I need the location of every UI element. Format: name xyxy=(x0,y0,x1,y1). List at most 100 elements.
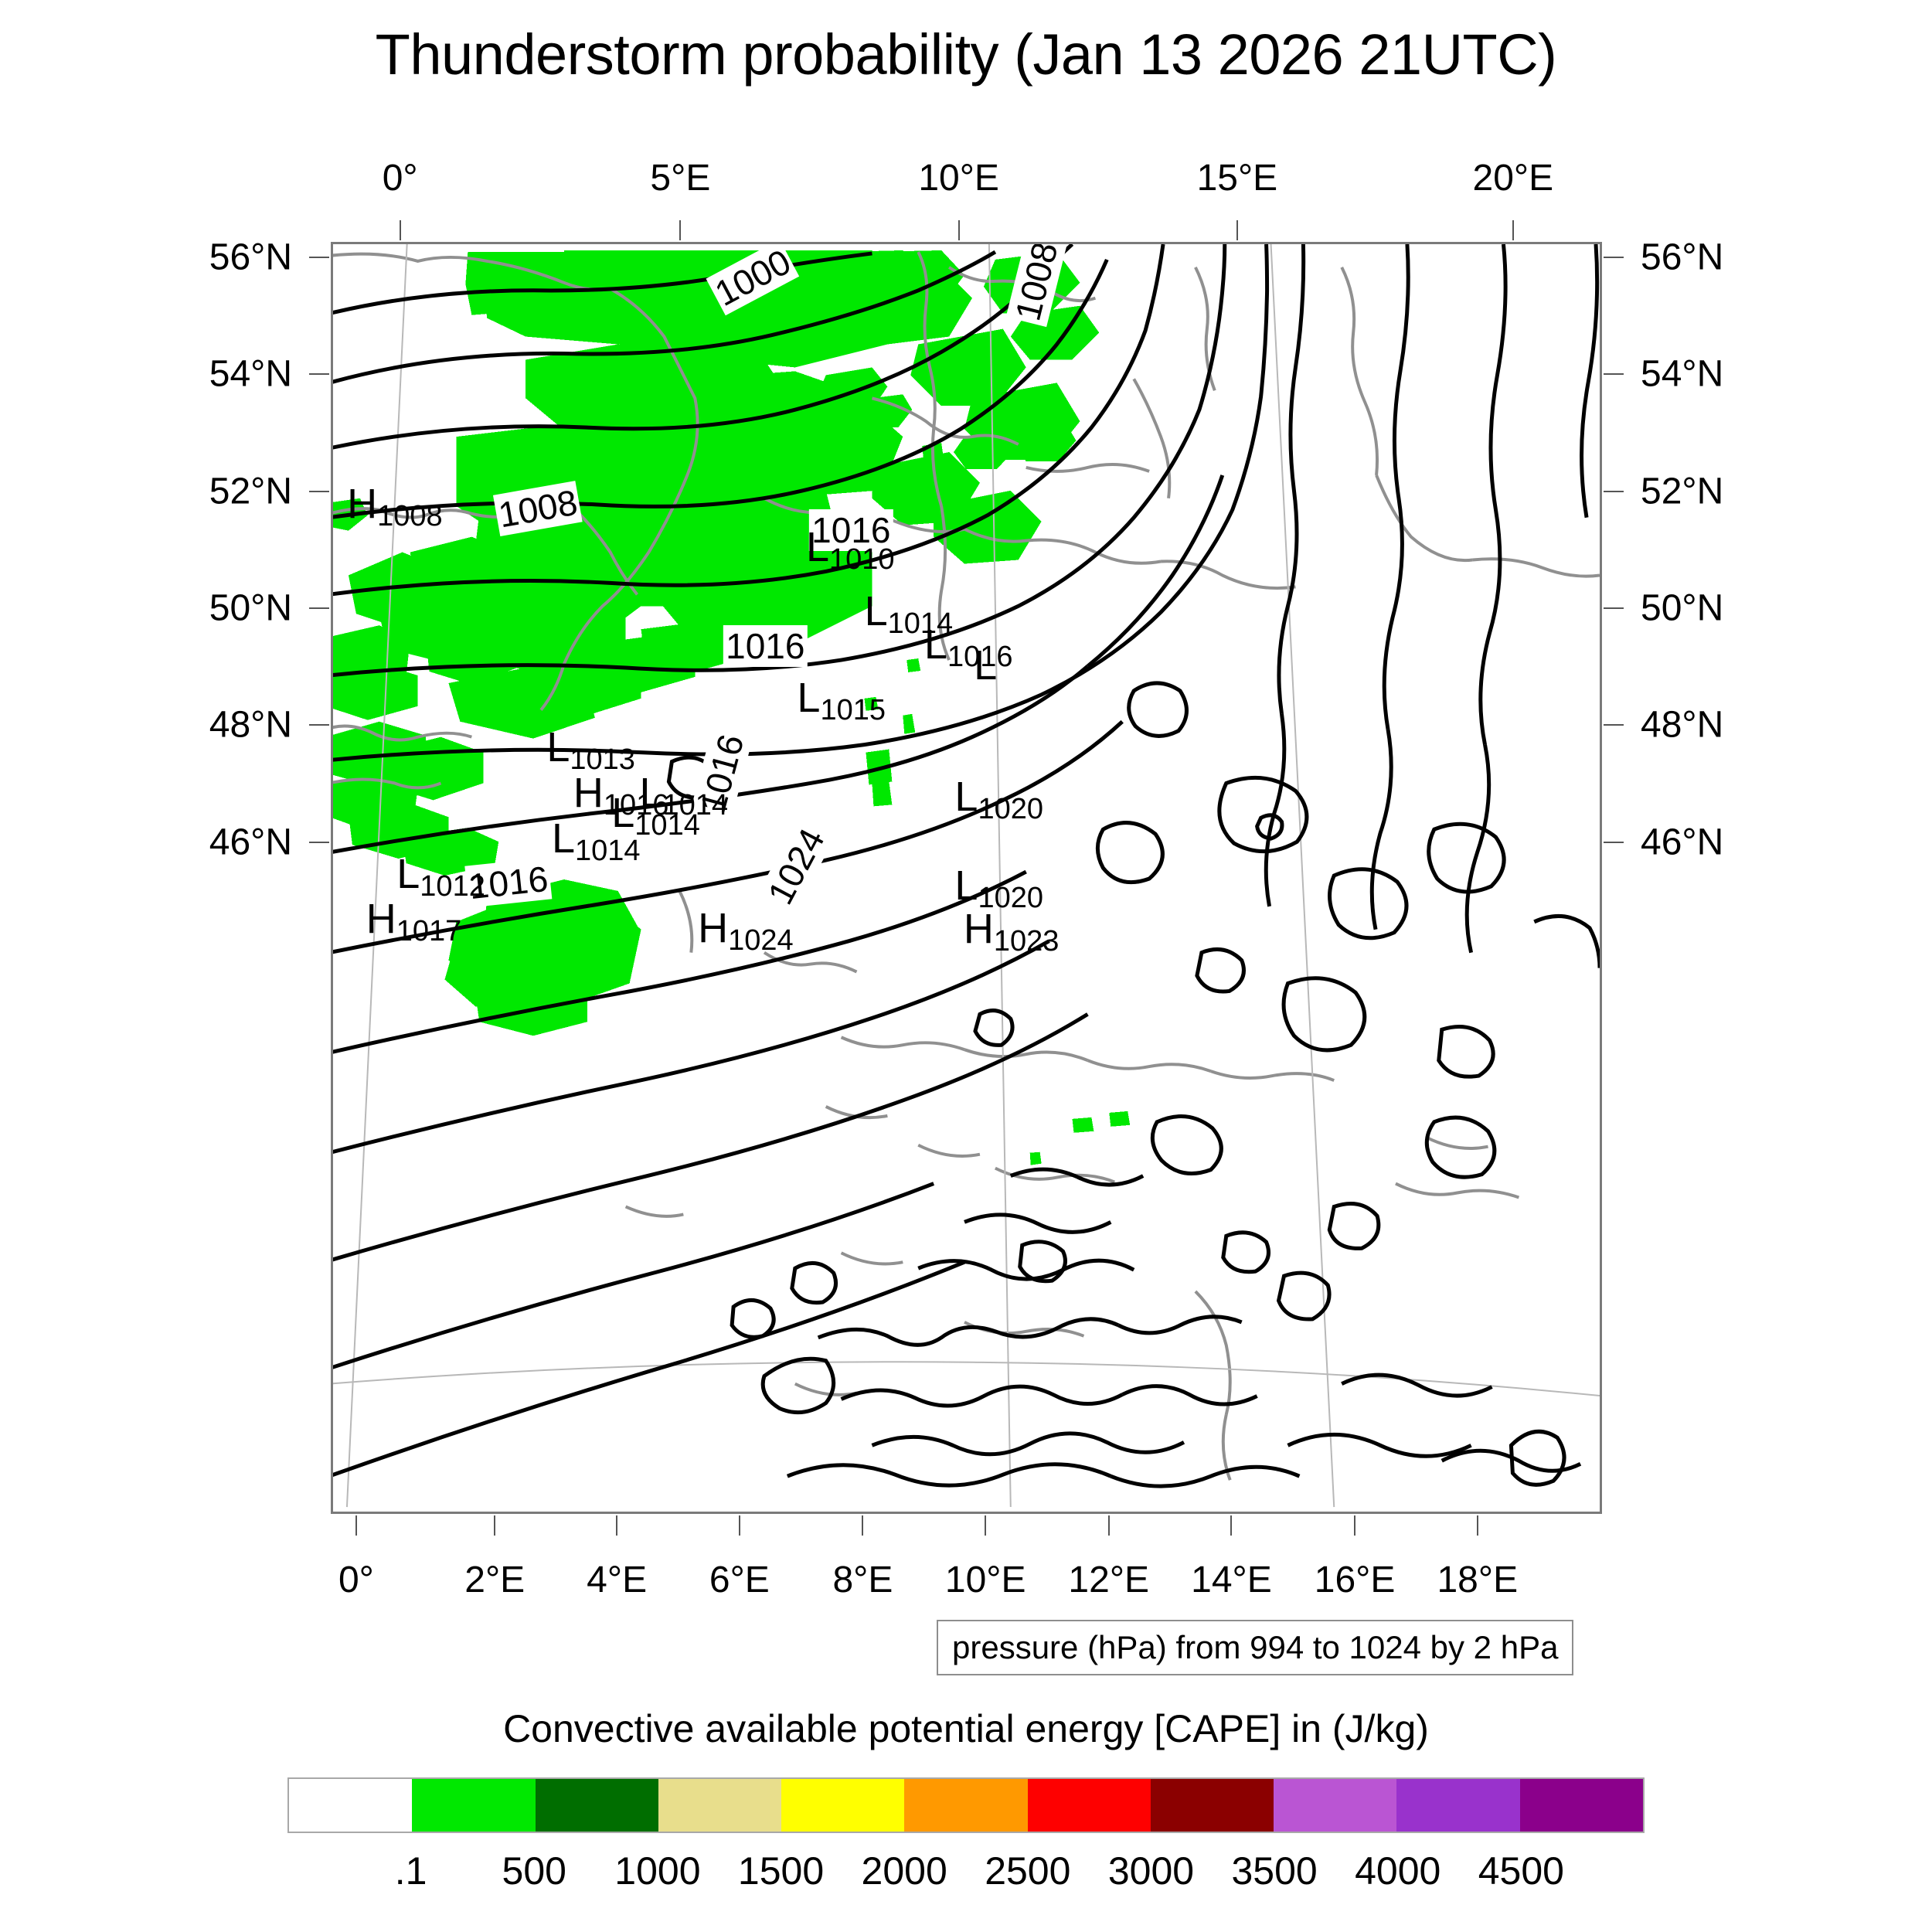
colorbar-swatch-3[interactable] xyxy=(658,1779,782,1832)
colorbar-swatch-1[interactable] xyxy=(412,1779,536,1832)
lat-label-left-2: 52°N xyxy=(209,471,292,512)
pressure-centre-type: L xyxy=(954,862,978,910)
pressure-centre-type: H xyxy=(573,770,604,817)
lon-label-bottom-0: 0° xyxy=(338,1560,374,1600)
pressure-centre-type: L xyxy=(546,723,570,770)
pressure-centre-type: L xyxy=(923,621,947,668)
colorbar-tick-0: .1 xyxy=(394,1849,427,1893)
lat-tick-right-5 xyxy=(1604,841,1624,843)
pressure-centre-type: L xyxy=(974,642,998,689)
pressure-centre-type: L xyxy=(864,587,888,634)
pressure-centre-value: 1023 xyxy=(993,925,1060,958)
lat-label-left-4: 48°N xyxy=(209,704,292,746)
lon-tick-bottom-6 xyxy=(1107,1515,1110,1536)
colorbar-swatch-0[interactable] xyxy=(289,1779,413,1832)
lat-tick-left-4 xyxy=(309,724,329,726)
colorbar-tick-1: 500 xyxy=(502,1849,566,1893)
lon-tick-bottom-4 xyxy=(862,1515,864,1536)
pressure-centre-value: 1016 xyxy=(603,789,669,822)
lat-label-left-1: 54°N xyxy=(209,353,292,395)
pressure-centre-type: L xyxy=(797,674,821,721)
pressure-centre-type: H xyxy=(347,481,378,528)
colorbar-swatch-10[interactable] xyxy=(1519,1779,1643,1832)
pressure-centre-low-3: L1016 xyxy=(923,621,1013,672)
lon-tick-bottom-1 xyxy=(494,1515,496,1536)
pressure-centre-low-5: L1015 xyxy=(797,674,886,725)
colorbar-swatch-5[interactable] xyxy=(904,1779,1028,1832)
lon-tick-bottom-7 xyxy=(1230,1515,1233,1536)
colorbar-swatch-9[interactable] xyxy=(1396,1779,1520,1832)
lat-label-right-2: 52°N xyxy=(1641,471,1724,512)
lon-tick-top-2 xyxy=(957,220,960,240)
lat-label-right-0: 56°N xyxy=(1641,236,1724,278)
colorbar-tick-5: 2500 xyxy=(985,1849,1071,1893)
pressure-centre-low-10: L1014 xyxy=(551,815,641,866)
colorbar-swatch-6[interactable] xyxy=(1027,1779,1151,1832)
pressure-legend-box: pressure (hPa) from 994 to 1024 by 2 hPa xyxy=(937,1620,1574,1675)
lon-label-bottom-9: 18°E xyxy=(1437,1560,1519,1600)
graticule-layer xyxy=(333,244,1600,1508)
pressure-centre-type: H xyxy=(698,904,729,951)
pressure-centre-value: 1020 xyxy=(978,882,1043,915)
colorbar-tick-2: 1000 xyxy=(614,1849,701,1893)
lat-tick-right-3 xyxy=(1604,607,1624,610)
lat-label-left-3: 50°N xyxy=(209,587,292,629)
lat-tick-left-5 xyxy=(309,841,329,843)
pressure-centre-low-12: L1012 xyxy=(396,851,485,901)
pressure-centre-type: H xyxy=(963,906,994,953)
pressure-centre-value: 1014 xyxy=(634,809,700,842)
lat-label-right-4: 48°N xyxy=(1641,704,1724,746)
lat-tick-right-4 xyxy=(1604,724,1624,726)
pressure-centre-high-14: H1017 xyxy=(366,896,462,946)
lat-tick-left-0 xyxy=(309,256,329,258)
pressure-centre-low-11: L1020 xyxy=(954,774,1043,824)
lon-tick-bottom-5 xyxy=(985,1515,987,1536)
lat-tick-left-1 xyxy=(309,373,329,376)
lon-tick-top-4 xyxy=(1512,220,1514,240)
colorbar-tick-7: 3500 xyxy=(1231,1849,1318,1893)
pressure-centre-type: L xyxy=(396,851,420,898)
pressure-centre-high-7: H1016 xyxy=(573,770,669,820)
lat-label-left-0: 56°N xyxy=(209,236,292,278)
colorbar-swatch-4[interactable] xyxy=(781,1779,905,1832)
colorbar-tick-9: 4500 xyxy=(1478,1849,1564,1893)
pressure-centre-value: 1014 xyxy=(574,835,641,868)
pressure-centre-type: L xyxy=(551,815,575,862)
lon-label-bottom-7: 14°E xyxy=(1191,1560,1272,1600)
isobar-layer xyxy=(333,244,1600,1488)
pressure-centre-low-8: L1014 xyxy=(639,772,728,820)
lon-tick-top-3 xyxy=(1236,220,1238,240)
pressure-centre-type: L xyxy=(805,524,829,571)
pressure-centre-value: 1014 xyxy=(887,607,954,640)
pressure-centre-value: 1013 xyxy=(570,743,635,776)
map-plot-area[interactable]: 1000 1008 1008 1016 1016 1016 1016 1024 H1008 L1… xyxy=(331,242,1602,1514)
pressure-centre-type: H xyxy=(366,896,396,943)
colorbar-swatch-8[interactable] xyxy=(1274,1779,1397,1832)
lon-label-bottom-8: 16°E xyxy=(1314,1560,1396,1600)
pressure-centre-type: L xyxy=(954,774,978,821)
cape-caption: Convective available potential energy [C… xyxy=(503,1707,1429,1750)
pressure-centre-high-16: H1023 xyxy=(963,906,1060,956)
pressure-centre-value: 1010 xyxy=(828,543,895,577)
lon-label-top-1: 5°E xyxy=(650,158,711,199)
lon-label-bottom-4: 8°E xyxy=(832,1560,893,1600)
pressure-centre-value: 1008 xyxy=(377,500,443,533)
colorbar-tick-4: 2000 xyxy=(861,1849,947,1893)
lon-label-bottom-5: 10°E xyxy=(944,1560,1026,1600)
pressure-centre-value: 1014 xyxy=(662,789,729,822)
lat-tick-right-0 xyxy=(1604,256,1624,258)
pressure-centre-high-0: H1008 xyxy=(347,481,443,531)
lon-tick-bottom-3 xyxy=(738,1515,740,1536)
lat-tick-left-2 xyxy=(309,490,329,492)
pressure-centre-type: L xyxy=(611,790,635,837)
cape-colorbar[interactable] xyxy=(287,1777,1645,1833)
pressure-centre-value: 1017 xyxy=(396,915,462,948)
lon-label-top-3: 15°E xyxy=(1196,158,1278,199)
lon-label-top-2: 10°E xyxy=(918,158,999,199)
colorbar-tick-6: 3000 xyxy=(1107,1849,1195,1893)
lon-label-top-0: 0° xyxy=(382,158,418,199)
colorbar-swatch-2[interactable] xyxy=(535,1779,658,1832)
colorbar-swatch-7[interactable] xyxy=(1150,1779,1274,1832)
contour-label-1016-4: 1016 xyxy=(723,625,808,668)
pressure-centre-value: 1016 xyxy=(947,640,1013,673)
